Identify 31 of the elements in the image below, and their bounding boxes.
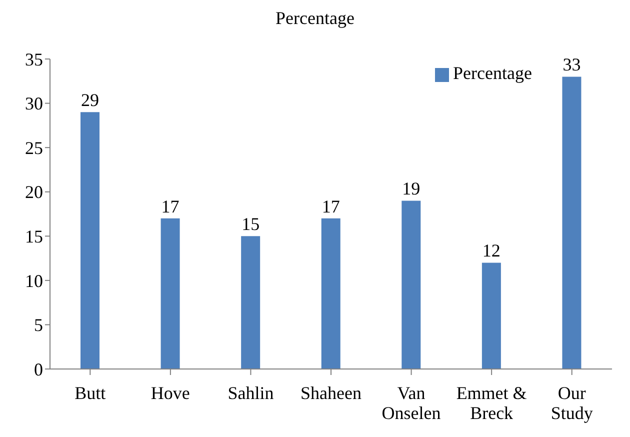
y-tick-label: 35 [25, 49, 43, 70]
x-tick-label: Emmet & Breck [456, 383, 527, 423]
data-label: 12 [482, 240, 500, 261]
bar [402, 200, 421, 369]
y-tick-label: 30 [25, 94, 43, 114]
x-tick-label: Sahlin [228, 383, 274, 403]
y-tick-label: 5 [34, 315, 43, 336]
x-tick-label: Van Onselen [382, 383, 441, 423]
data-label: 17 [161, 196, 180, 216]
bar [562, 76, 582, 369]
y-tick-label: 25 [25, 138, 43, 158]
legend-label: Percentage [453, 63, 532, 83]
bar [241, 236, 260, 369]
x-tick-label: Butt [74, 383, 106, 403]
x-tick-label: Shaheen [300, 383, 362, 403]
data-label: 17 [322, 196, 340, 216]
x-tick-label: Hove [150, 383, 190, 403]
y-tick-label: 15 [25, 226, 43, 247]
bar [160, 218, 180, 369]
y-tick-label: 10 [25, 270, 43, 291]
y-tick-label: 0 [34, 359, 43, 380]
data-label: 19 [402, 178, 420, 199]
data-label: 33 [562, 54, 581, 75]
data-label: 15 [242, 214, 260, 234]
bar [482, 262, 501, 369]
bar [80, 112, 100, 369]
x-tick-label: Our Study [550, 383, 593, 423]
data-label: 29 [81, 90, 100, 110]
y-tick-label: 20 [25, 182, 43, 202]
bar [321, 218, 340, 369]
chart-title: Percentage [274, 8, 356, 29]
